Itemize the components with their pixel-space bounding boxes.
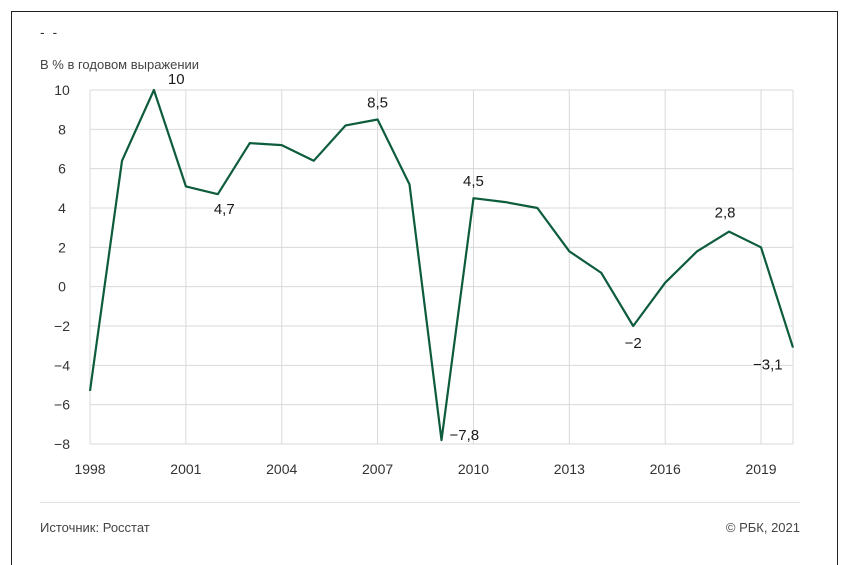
x-tick-label: 2007 [362,461,393,477]
series-line [88,88,795,442]
source-note: Источник: Росстат [40,520,150,535]
x-tick-label: 2013 [554,461,585,477]
x-tick-label: 2010 [458,461,489,477]
x-tick-label: 2016 [650,461,681,477]
x-tick-label: 1998 [74,461,105,477]
data-label: 8,5 [367,95,388,112]
chart-frame [11,11,838,565]
y-tick-label: −4 [54,357,70,373]
data-label: −3,1 [753,357,783,374]
data-label: −2 [625,335,642,352]
x-tick-label: 2004 [266,461,297,477]
y-tick-label: 6 [58,161,66,177]
data-label: 4,5 [463,173,484,190]
data-label: 4,7 [214,201,235,218]
data-label: 2,8 [715,205,736,222]
x-tick-label: 2001 [170,461,201,477]
y-tick-label: 2 [58,239,66,255]
units-label: В % в годовом выражении [40,57,200,72]
y-tick-label: −8 [54,436,70,452]
y-tick-label: −6 [54,397,70,413]
y-tick-label: 4 [58,200,66,216]
copyright-note: © РБК, 2021 [725,520,800,535]
line-chart: −8 −6 −4 −2 0 2 4 6 8 10 1998 2001 2004 2007 2010 2013 2… [54,71,795,477]
y-tick-label: −2 [54,318,70,334]
y-tick-label: 10 [54,82,70,98]
y-tick-label: 8 [58,121,66,137]
data-label: −7,8 [450,427,480,444]
footer-divider [40,502,800,503]
y-tick-label: 0 [58,279,66,295]
header-dashes: - - [40,24,60,40]
data-label: 10 [168,71,185,88]
x-tick-label: 2019 [745,461,776,477]
